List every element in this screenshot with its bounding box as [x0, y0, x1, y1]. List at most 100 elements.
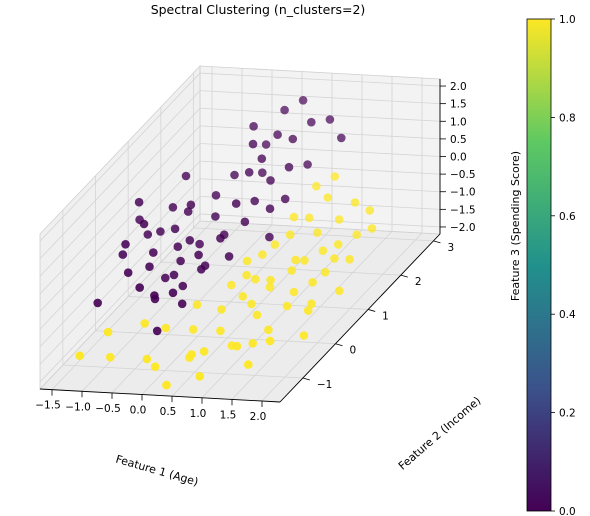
y-tick-label: 1 — [382, 310, 389, 322]
data-point — [265, 336, 275, 346]
data-point — [216, 234, 225, 243]
data-point — [352, 230, 362, 239]
data-point — [334, 215, 344, 224]
data-point — [161, 323, 171, 333]
data-point — [333, 240, 343, 249]
colorbar-ticks: 0.0 0.2 0.4 0.6 0.8 1.0 — [551, 14, 576, 516]
y-axis-label: Feature 2 (Income) — [396, 394, 483, 472]
grid-line — [160, 261, 401, 276]
x-tick-label: 0.5 — [160, 406, 177, 418]
y-tick-mark — [302, 377, 310, 381]
x-axis-line — [39, 388, 281, 403]
data-point — [238, 292, 248, 301]
data-point — [150, 362, 160, 372]
data-point — [178, 281, 188, 291]
data-point — [161, 273, 170, 283]
data-point — [162, 380, 171, 390]
x-tick-label: 2.0 — [250, 411, 267, 423]
data-point — [75, 351, 85, 361]
data-point — [227, 280, 236, 290]
y-tick-label: 2 — [415, 276, 422, 288]
data-point — [118, 250, 128, 259]
y-tick-label: 3 — [447, 242, 454, 254]
grid-line — [39, 72, 201, 242]
data-point — [337, 133, 346, 143]
data-point — [284, 162, 294, 172]
grid-line — [193, 227, 434, 242]
data-point — [367, 224, 377, 233]
axes-3d: −1.5 −1.0 −0.5 0.0 0.5 1.0 1.5 2.0 −1 0 1 2 3 −2.0 −1.… — [35, 65, 476, 423]
data-point — [298, 96, 308, 105]
grid-line — [111, 224, 273, 394]
data-point — [186, 200, 196, 210]
grid-line — [39, 90, 201, 259]
data-point — [152, 326, 162, 336]
grid-line — [199, 143, 441, 157]
data-point — [123, 268, 133, 278]
y-tick-mark — [433, 240, 441, 244]
data-point — [289, 212, 299, 222]
data-point — [188, 325, 198, 334]
data-point — [280, 194, 290, 204]
grid-line — [199, 125, 441, 140]
z-tick-label: −2.0 — [450, 222, 476, 234]
grid-line — [199, 107, 441, 122]
data-point — [183, 207, 193, 216]
data-point — [282, 301, 292, 311]
data-point — [248, 139, 258, 149]
x-tick-label: −1.5 — [35, 400, 61, 412]
colorbar-gradient — [526, 18, 552, 512]
grid-line — [39, 125, 201, 295]
data-point — [177, 299, 187, 309]
y-tick-mark — [400, 274, 408, 278]
z-tick-label: 1.5 — [450, 99, 467, 111]
data-point — [289, 287, 299, 297]
data-point — [270, 240, 280, 249]
grid-line — [39, 196, 201, 365]
data-point — [258, 168, 267, 177]
data-point — [308, 278, 317, 287]
scatter-points — [75, 96, 377, 390]
data-point — [197, 265, 206, 274]
data-point — [142, 354, 152, 364]
data-point — [217, 305, 226, 314]
grid-line — [199, 195, 441, 210]
data-point — [291, 255, 300, 265]
data-point — [264, 325, 273, 335]
data-point — [169, 270, 179, 280]
data-point — [176, 256, 185, 266]
data-point — [266, 275, 275, 285]
data-point — [185, 236, 195, 245]
data-point — [251, 274, 260, 284]
x-tick-label: −1.0 — [65, 401, 91, 413]
colorbar-tick-label: 0.8 — [559, 112, 576, 124]
data-point — [258, 250, 267, 259]
grid-line — [199, 160, 441, 175]
x-axis-label: Feature 1 (Age) — [114, 453, 200, 489]
data-point — [335, 286, 344, 296]
colorbar-tick-label: 0.4 — [559, 309, 576, 321]
data-point — [303, 306, 313, 315]
data-point — [280, 105, 289, 115]
data-point — [121, 240, 130, 249]
z-tick-label: −1.5 — [450, 204, 476, 216]
y-tick-mark — [368, 309, 376, 312]
grid-line — [81, 222, 243, 392]
data-point — [320, 267, 330, 277]
data-point — [156, 227, 165, 236]
data-point — [211, 212, 220, 221]
data-point — [350, 198, 360, 207]
data-point — [173, 242, 183, 251]
data-point — [232, 341, 242, 351]
x-tick-label: 0.0 — [130, 405, 147, 417]
grid-line — [171, 227, 333, 397]
tick-marks: −1.5 −1.0 −0.5 0.0 0.5 1.0 1.5 2.0 −1 0 1 2 3 −2.0 −1.… — [35, 81, 475, 423]
data-point — [325, 115, 335, 124]
grid-line — [231, 231, 393, 400]
colorbar-tick-label: 0.2 — [559, 408, 576, 420]
data-point — [365, 206, 375, 215]
data-point — [242, 270, 251, 280]
data-point — [265, 204, 275, 213]
z-tick-label: 0.0 — [450, 152, 467, 164]
x-tick-label: −0.5 — [95, 403, 121, 415]
